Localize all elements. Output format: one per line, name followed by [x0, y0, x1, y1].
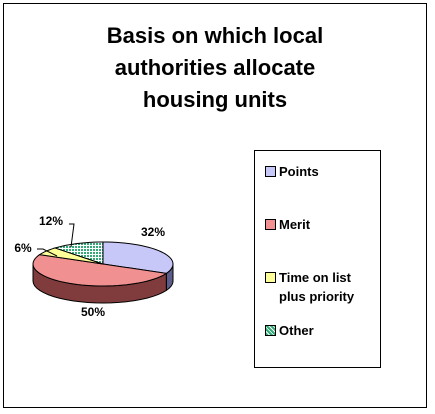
data-label-other: 12%: [39, 214, 63, 228]
data-label-points: 32%: [141, 225, 165, 239]
legend: Points Merit Time on list plus priority …: [254, 150, 381, 368]
legend-item-merit: Merit: [265, 215, 310, 234]
legend-item-time-on-list: Time on list plus priority: [265, 268, 354, 306]
pie-slice-other: [53, 241, 104, 265]
legend-swatch-other: [265, 325, 276, 336]
data-label-time-on-list: 6%: [14, 241, 32, 255]
chart-title-line-2: authorities allocate: [114, 55, 316, 80]
legend-item-points: Points: [265, 162, 319, 181]
legend-label-merit: Merit: [279, 217, 311, 232]
pie-slice-points: [102, 241, 174, 274]
chart-title-line-3: housing units: [142, 87, 288, 112]
legend-label-time-on-list: Time on list plus priority: [279, 270, 355, 304]
pie-labels: 32% 50% 6% 12%: [14, 214, 165, 319]
pie-slice-merit: [32, 254, 168, 287]
legend-swatch-time-on-list: [265, 272, 276, 283]
leader-line-time-on-list: [37, 248, 58, 257]
legend-swatch-merit: [265, 219, 276, 230]
chart-title-line-1: Basis on which local: [106, 23, 324, 48]
legend-item-other: Other: [265, 321, 314, 340]
data-label-merit: 50%: [81, 305, 105, 319]
legend-label-points: Points: [279, 164, 319, 179]
pie-top: [32, 241, 174, 287]
leader-line-other: [69, 223, 75, 248]
legend-swatch-points: [265, 166, 276, 177]
chart-title: Basis on which local authorities allocat…: [50, 20, 380, 116]
legend-label-other: Other: [279, 323, 314, 338]
